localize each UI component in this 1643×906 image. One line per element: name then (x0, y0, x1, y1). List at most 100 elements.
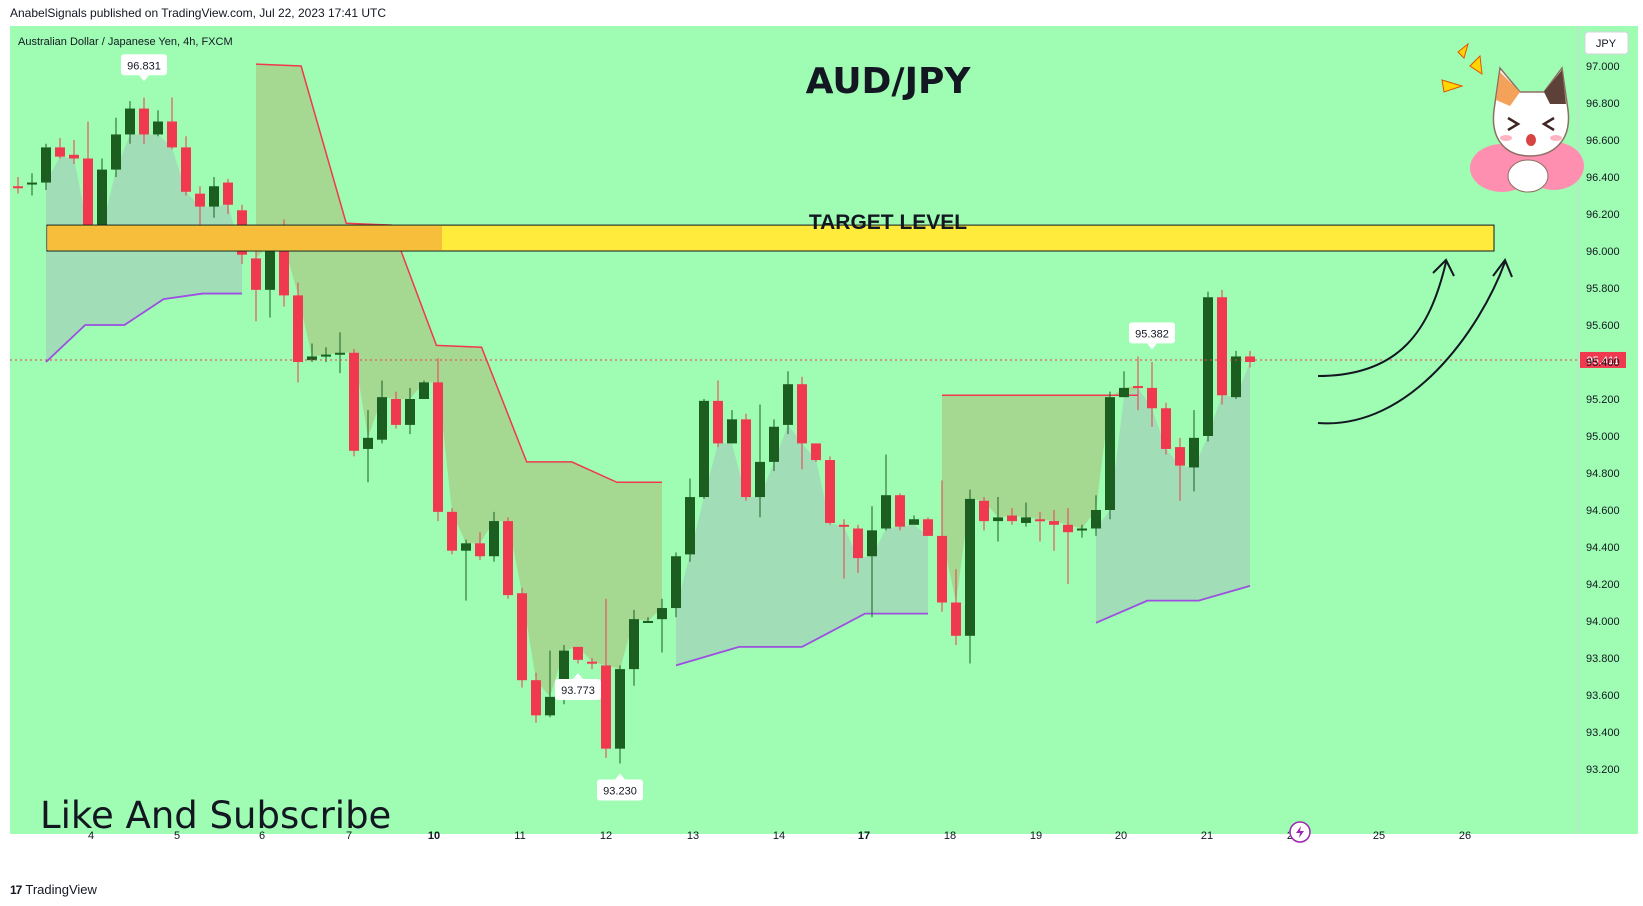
candle[interactable] (867, 506, 877, 618)
candle[interactable] (167, 97, 177, 150)
candle[interactable] (433, 358, 443, 522)
candle[interactable] (405, 387, 415, 435)
candle[interactable] (335, 332, 345, 374)
candle[interactable] (111, 117, 121, 177)
candle[interactable] (461, 539, 471, 601)
candle[interactable] (1105, 391, 1115, 520)
candle[interactable] (293, 282, 303, 383)
candle[interactable] (601, 598, 611, 758)
candle[interactable] (363, 410, 373, 483)
candle[interactable] (1133, 356, 1143, 411)
candle[interactable] (13, 177, 23, 194)
candle[interactable] (27, 173, 37, 196)
candle[interactable] (573, 646, 583, 664)
candle[interactable] (545, 650, 555, 718)
candle[interactable] (153, 110, 163, 137)
candle[interactable] (1147, 362, 1157, 427)
candle[interactable] (629, 609, 639, 686)
candle[interactable] (727, 410, 737, 444)
candle[interactable] (83, 121, 93, 242)
candle[interactable] (531, 672, 541, 723)
candle[interactable] (41, 143, 51, 190)
candle[interactable] (55, 138, 65, 159)
candle[interactable] (181, 136, 191, 196)
candle[interactable] (209, 177, 219, 218)
candle[interactable] (909, 515, 919, 525)
candle[interactable] (475, 532, 485, 560)
candle[interactable] (1217, 289, 1227, 405)
candle-body (559, 650, 569, 697)
candle[interactable] (643, 617, 653, 623)
tradingview-logo: 17 (10, 882, 22, 897)
candle[interactable] (349, 349, 359, 457)
tradingview-footer[interactable]: 17 TradingView (10, 882, 97, 897)
candle[interactable] (517, 587, 527, 688)
candle[interactable] (951, 569, 961, 646)
candle-body (153, 121, 163, 135)
candle[interactable] (825, 456, 835, 525)
candle[interactable] (447, 508, 457, 555)
candle[interactable] (1119, 371, 1129, 398)
candle[interactable] (1231, 350, 1241, 399)
candle[interactable] (419, 380, 429, 400)
price-axis[interactable]: 97.000 96.800 96.600 96.400 96.200 96.000 95.8… (1586, 61, 1620, 776)
candle[interactable] (139, 97, 149, 144)
candle[interactable] (69, 140, 79, 165)
candle-body (377, 397, 387, 440)
candle[interactable] (503, 517, 513, 599)
candle[interactable] (671, 552, 681, 618)
candle[interactable] (1175, 437, 1185, 501)
low-label: 93.230 (603, 785, 637, 797)
time-axis[interactable]: 456710111213141718192021242526 (88, 830, 1471, 842)
high-label-box (121, 54, 167, 76)
candle[interactable] (1021, 502, 1031, 527)
candle[interactable] (223, 178, 233, 214)
candle[interactable] (993, 497, 1003, 542)
candle[interactable] (1203, 291, 1213, 442)
candle[interactable] (741, 413, 751, 501)
candle[interactable] (755, 404, 765, 518)
candle[interactable] (1007, 508, 1017, 525)
high-label: 96.831 (127, 60, 161, 72)
candle[interactable] (783, 371, 793, 435)
candle[interactable] (839, 519, 849, 579)
candle[interactable] (251, 251, 261, 322)
candle[interactable] (811, 443, 821, 462)
candle[interactable] (699, 399, 709, 499)
candle[interactable] (713, 380, 723, 448)
candle[interactable] (923, 517, 933, 536)
candle[interactable] (1189, 410, 1199, 492)
candle[interactable] (1035, 511, 1045, 542)
candle[interactable] (1063, 508, 1073, 584)
downtrend-fill (942, 386, 1138, 603)
candle-body (587, 661, 597, 664)
candle[interactable] (489, 511, 499, 562)
candle[interactable] (391, 391, 401, 429)
lightning-button[interactable] (1289, 821, 1311, 843)
candle[interactable] (307, 343, 317, 363)
candle[interactable] (615, 665, 625, 764)
candle-body (111, 134, 121, 170)
candle[interactable] (797, 376, 807, 470)
candle[interactable] (377, 380, 387, 444)
candle[interactable] (1091, 495, 1101, 536)
candle[interactable] (965, 489, 975, 664)
candle[interactable] (587, 658, 597, 670)
currency-button[interactable] (1584, 31, 1629, 55)
candle[interactable] (769, 419, 779, 472)
candle[interactable] (657, 598, 667, 653)
candle[interactable] (125, 101, 135, 144)
candle[interactable] (1161, 402, 1171, 455)
candle[interactable] (937, 480, 947, 612)
candle-body (601, 665, 611, 749)
mascot-patch (1544, 70, 1566, 104)
candle[interactable] (1245, 350, 1255, 368)
candle[interactable] (881, 454, 891, 531)
candle[interactable] (685, 478, 695, 562)
candle[interactable] (895, 493, 905, 531)
candle[interactable] (1049, 510, 1059, 551)
candle[interactable] (1077, 524, 1087, 538)
candle[interactable] (979, 497, 989, 531)
candle[interactable] (853, 524, 863, 573)
